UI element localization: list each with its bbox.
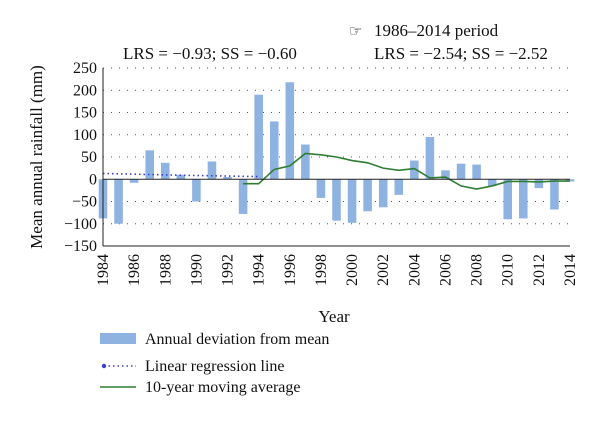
x-tick-label: 1994: [251, 254, 268, 286]
bar: [238, 179, 248, 214]
bar: [145, 150, 154, 180]
legend-swatch-annual-deviation: [100, 333, 136, 344]
bar: [378, 179, 388, 208]
bar: [223, 177, 232, 180]
annotation-period-label: 1986–2014 period: [374, 21, 499, 40]
x-tick-label: 2008: [469, 254, 486, 286]
bar: [176, 174, 186, 180]
x-tick-label: 1984: [95, 254, 112, 286]
x-tick-label: 1998: [313, 254, 330, 286]
x-tick-label: 2006: [437, 254, 454, 286]
bar: [332, 179, 341, 221]
x-tick-labels: 1984 1986 1988 1990 1992 1994 1996 1998 2000 2002…: [95, 254, 579, 286]
moving-average-line: [243, 152, 570, 190]
bar: [114, 179, 123, 224]
x-tick-label: 2000: [344, 254, 361, 286]
bar: [285, 82, 295, 180]
y-tick-label: 0: [89, 171, 97, 188]
y-tick-label: 150: [73, 105, 97, 122]
bar: [207, 161, 217, 180]
y-tick-label: 100: [73, 127, 97, 144]
x-axis-label: Year: [318, 307, 350, 326]
bar: [129, 179, 139, 183]
y-axis-label: Mean annual rainfall (mm): [27, 65, 46, 249]
legend-label-annual-deviation: Annual deviation from mean: [145, 331, 329, 348]
bar: [456, 163, 466, 180]
bar: [503, 179, 513, 220]
y-tick-label: 250: [73, 60, 97, 77]
bar: [410, 160, 419, 180]
y-tick-label: 200: [73, 82, 97, 99]
x-tick-label: 2012: [531, 254, 548, 286]
bar: [363, 179, 372, 212]
annotation-right-stats: LRS = −2.54; SS = −2.52: [374, 44, 548, 63]
bar: [347, 179, 357, 223]
legend: Annual deviation from mean Linear regres…: [100, 331, 329, 396]
y-tick-label: −50: [72, 194, 97, 211]
x-tick-label: 2010: [500, 254, 517, 286]
bar: [487, 179, 497, 186]
bar: [425, 136, 435, 180]
y-tick-label: 50: [81, 149, 97, 166]
x-tick-label: 1996: [282, 254, 299, 286]
y-tick-label: −100: [64, 216, 97, 233]
x-tick-label: 1986: [126, 254, 143, 286]
legend-label-moving-average: 10-year moving average: [145, 379, 300, 396]
x-tick-label: 2004: [406, 254, 423, 286]
bar: [472, 164, 481, 180]
legend-label-linear-regression: Linear regression line: [145, 358, 285, 375]
bar: [534, 179, 544, 189]
bar: [394, 179, 404, 195]
x-tick-label: 1990: [188, 254, 205, 286]
bar: [269, 121, 279, 180]
linear-regression-line: [102, 172, 259, 178]
annotation-period-marker: ☞: [349, 24, 362, 40]
bar: [301, 144, 310, 180]
axes: [102, 68, 570, 247]
bar: [316, 179, 326, 198]
bar: [254, 94, 263, 180]
bar: [550, 179, 559, 210]
y-tick-label: −150: [64, 238, 97, 255]
bars-annual-deviation: [98, 82, 575, 224]
x-tick-label: 1992: [220, 254, 237, 286]
bar: [192, 179, 201, 202]
legend-marker-linear-regression: [101, 363, 107, 369]
x-tick-label: 2014: [562, 254, 579, 286]
bar: [441, 170, 450, 180]
bar: [519, 179, 528, 219]
series-lines: [102, 152, 570, 190]
bar: [160, 162, 170, 180]
x-tick-label: 1988: [157, 254, 174, 286]
annotation-left-stats: LRS = −0.93; SS = −0.60: [123, 44, 297, 63]
x-tick-label: 2002: [375, 254, 392, 286]
y-tick-labels: 250 200 150 100 50 0 −50 −100 −150: [64, 60, 97, 255]
